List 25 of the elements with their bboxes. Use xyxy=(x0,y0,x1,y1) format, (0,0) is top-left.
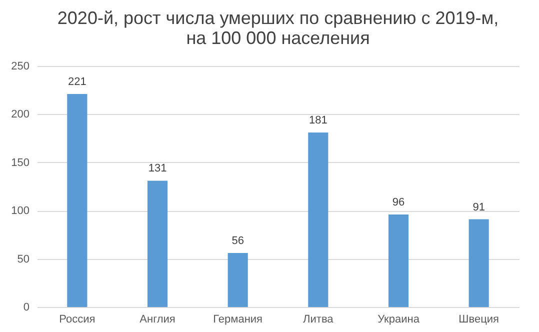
x-tick-label: Литва xyxy=(303,314,334,326)
bar xyxy=(388,214,409,307)
bar xyxy=(468,219,489,307)
x-tick-label: Украина xyxy=(378,314,420,326)
bar xyxy=(308,132,328,307)
x-tick-label: Россия xyxy=(59,314,96,326)
data-label: 56 xyxy=(232,235,244,248)
data-label: 131 xyxy=(148,162,167,175)
x-tick-label: Англия xyxy=(140,314,176,326)
bar xyxy=(67,94,88,307)
data-label: 181 xyxy=(308,114,328,127)
data-label: 96 xyxy=(392,196,405,208)
y-tick-label: 50 xyxy=(17,253,30,266)
y-tick-label: 200 xyxy=(11,108,30,121)
x-tick-label: Швеция xyxy=(458,314,500,326)
y-tick-label: 100 xyxy=(11,205,30,218)
y-tick-label: 150 xyxy=(11,156,30,169)
bar xyxy=(147,180,168,307)
y-tick-label: 0 xyxy=(23,302,30,314)
y-tick-label: 250 xyxy=(11,60,30,72)
chart-title: 2020-й, рост числа умерших по сравнению с 2019-м, на 100 000 населения xyxy=(57,8,499,48)
x-tick-label: Германия xyxy=(213,314,263,326)
data-label: 221 xyxy=(68,76,86,88)
bar xyxy=(228,253,248,307)
data-label: 91 xyxy=(472,201,485,214)
